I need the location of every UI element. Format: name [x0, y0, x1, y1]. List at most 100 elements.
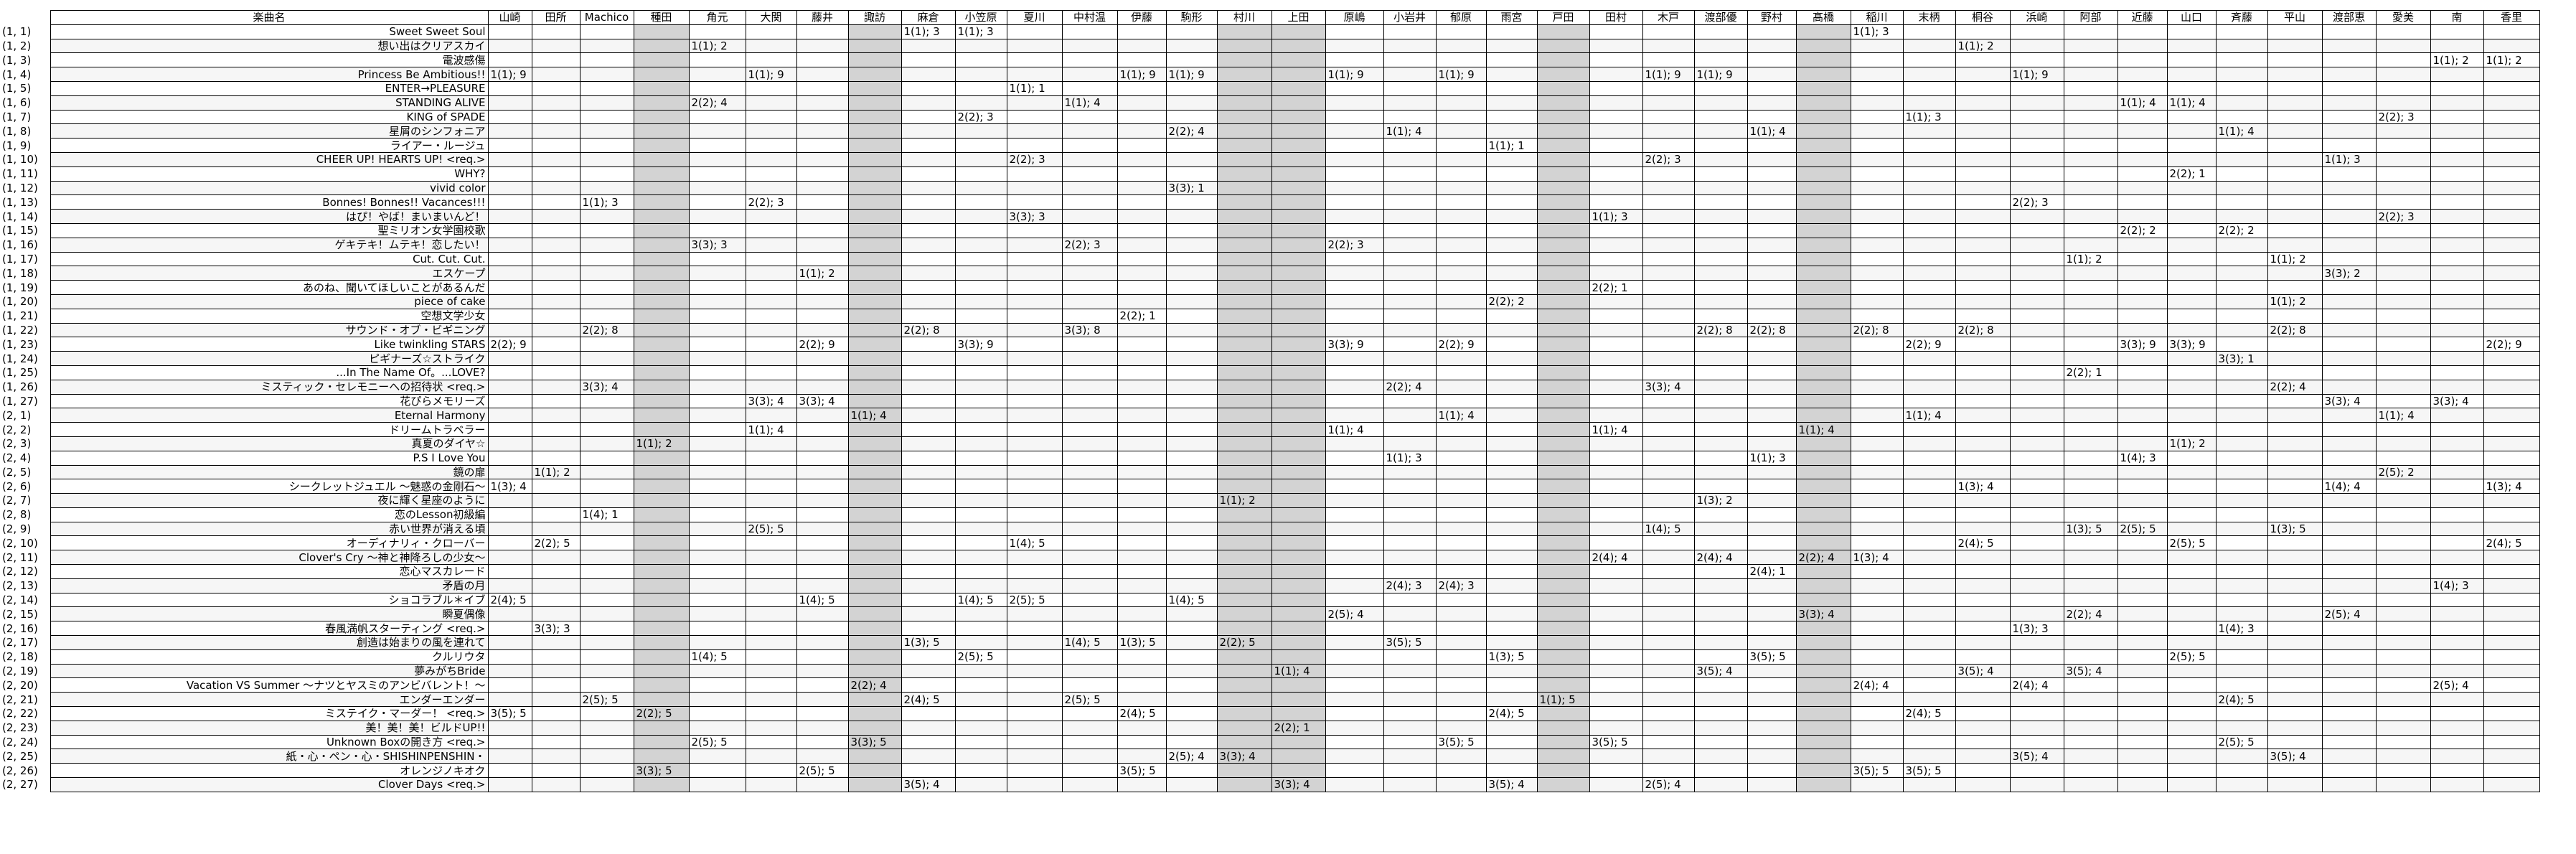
value-cell — [2063, 337, 2118, 352]
value-cell: 1(1); 2 — [2430, 52, 2484, 68]
value-cell — [1693, 109, 1748, 125]
value-cell — [847, 109, 902, 125]
value-cell — [1435, 763, 1487, 779]
value-cell — [1325, 109, 1384, 125]
value-cell — [1795, 166, 1851, 182]
value-cell — [487, 95, 532, 111]
value-cell — [1642, 109, 1695, 125]
value-cell — [2430, 706, 2484, 721]
value-cell: 3(5); 4 — [1485, 777, 1538, 792]
song-name-cell: ENTER→PLEASURE — [50, 80, 489, 96]
value-cell — [2009, 649, 2064, 665]
value-cell — [1216, 322, 1272, 338]
value-cell — [1955, 706, 2011, 721]
column-header: 桐谷 — [1955, 10, 2011, 25]
value-cell — [1536, 606, 1590, 622]
value-cell — [1006, 138, 1063, 153]
value-cell — [745, 151, 797, 167]
value-cell — [745, 777, 797, 792]
value-cell — [847, 24, 902, 39]
value-cell — [1955, 450, 2011, 466]
value-cell: 3(3); 2 — [2321, 266, 2377, 281]
value-cell — [847, 266, 902, 281]
value-cell — [1485, 578, 1538, 593]
song-name-cell: Unknown Boxの開き方 <req.> — [50, 734, 489, 750]
value-cell — [1216, 777, 1272, 792]
value-cell — [531, 450, 580, 466]
value-cell — [2009, 720, 2064, 736]
value-cell — [2267, 649, 2323, 665]
value-cell — [688, 592, 746, 608]
value-cell — [1955, 777, 2011, 792]
value-cell — [1165, 450, 1218, 466]
value-cell — [1747, 706, 1797, 721]
value-cell — [1006, 351, 1063, 366]
column-header: 平山 — [2267, 10, 2323, 25]
value-cell — [1006, 450, 1063, 466]
value-cell — [2267, 592, 2323, 608]
value-cell — [1902, 52, 1956, 68]
value-cell — [1061, 422, 1118, 437]
value-cell — [1325, 763, 1384, 779]
value-cell — [2430, 222, 2484, 238]
value-cell — [1383, 237, 1437, 253]
value-cell — [1747, 222, 1797, 238]
value-cell — [2321, 337, 2377, 352]
value-cell — [531, 763, 580, 779]
value-cell — [2166, 67, 2217, 82]
value-cell — [2117, 294, 2168, 309]
value-cell — [1383, 706, 1437, 721]
value-cell — [633, 80, 690, 96]
value-cell — [2321, 109, 2377, 125]
table-row: (2, 17) 創造は始まりの風を連れて 1(3); 5 1(4); 5 1(3); 5… — [0, 635, 2540, 650]
value-cell — [1642, 450, 1695, 466]
value-cell — [1485, 308, 1538, 324]
value-cell — [688, 209, 746, 224]
value-cell — [1693, 706, 1748, 721]
value-cell — [1435, 521, 1487, 537]
value-cell — [2166, 450, 2217, 466]
value-cell — [1435, 663, 1487, 679]
value-cell: 1(1); 9 — [1642, 67, 1695, 82]
table-row: (2, 1) Eternal Harmony 1(1); 4 1(1); 4 1(1);… — [0, 408, 2540, 423]
value-cell — [579, 777, 634, 792]
value-cell — [745, 308, 797, 324]
value-cell — [1325, 663, 1384, 679]
value-cell — [1117, 450, 1167, 466]
value-cell — [2117, 365, 2168, 380]
value-cell: 2(2); 8 — [1955, 322, 2011, 338]
value-cell — [1589, 166, 1643, 182]
value-cell — [1271, 151, 1326, 167]
value-cell — [2430, 564, 2484, 579]
value-cell: 3(5); 4 — [2063, 663, 2118, 679]
value-cell — [2063, 450, 2118, 466]
value-cell — [1383, 194, 1437, 210]
row-index: (1, 9) — [0, 138, 51, 153]
value-cell — [954, 123, 1007, 139]
value-cell — [1117, 379, 1167, 395]
value-cell: 1(1); 4 — [1795, 422, 1851, 437]
value-cell — [1589, 337, 1643, 352]
row-index: (1, 1) — [0, 24, 51, 39]
value-cell — [1165, 763, 1218, 779]
song-name-cell: エスケープ — [50, 266, 489, 281]
value-cell — [2483, 692, 2540, 708]
value-cell — [1216, 408, 1272, 423]
value-cell — [1216, 763, 1272, 779]
value-cell — [1435, 436, 1487, 451]
value-cell — [1589, 677, 1643, 693]
value-cell — [633, 649, 690, 665]
value-cell — [2430, 80, 2484, 96]
value-cell — [1383, 507, 1437, 522]
value-cell — [1536, 38, 1590, 54]
value-cell — [796, 251, 849, 267]
value-cell — [579, 649, 634, 665]
value-cell — [1693, 209, 1748, 224]
value-cell — [796, 294, 849, 309]
value-cell — [1435, 138, 1487, 153]
value-cell — [1271, 635, 1326, 650]
value-cell — [1795, 95, 1851, 111]
table-row: (1, 4) Princess Be Ambitious!! 1(1); 9 1(1)… — [0, 67, 2540, 82]
value-cell — [1271, 209, 1326, 224]
value-cell — [1485, 422, 1538, 437]
